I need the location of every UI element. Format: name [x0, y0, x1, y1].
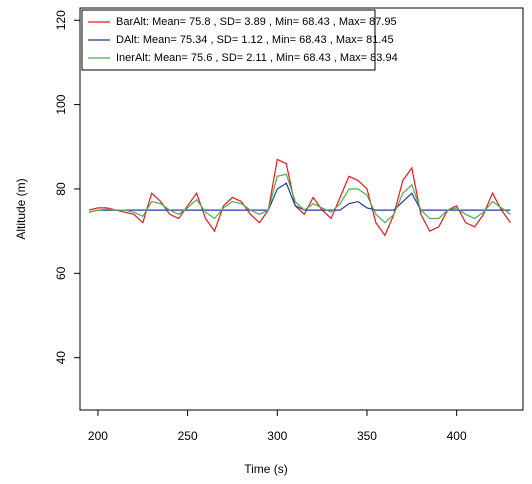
y-tick-label: 100	[54, 94, 68, 114]
plot-box	[79, 7, 524, 411]
x-axis-label: Time (s)	[244, 462, 288, 476]
legend-box	[81, 9, 376, 71]
y-axis-label: Altitude (m)	[14, 178, 28, 239]
legend-label: InerAlt: Mean= 75.6 , SD= 2.11 , Min= 68…	[116, 52, 398, 64]
y-tick-label: 120	[54, 10, 68, 30]
x-tick-label: 300	[267, 429, 287, 443]
x-tick-label: 350	[357, 429, 377, 443]
y-tick-label: 60	[54, 266, 68, 280]
y-tick-label: 40	[54, 351, 68, 365]
x-tick-label: 400	[447, 429, 467, 443]
y-tick-label: 80	[54, 182, 68, 196]
x-tick-label: 250	[178, 429, 198, 443]
series-line	[88, 158, 511, 237]
legend-label: BarAlt: Mean= 75.8 , SD= 3.89 , Min= 68.…	[116, 16, 397, 28]
series-line	[88, 182, 511, 213]
series-line	[88, 173, 511, 224]
x-tick-label: 200	[88, 429, 108, 443]
legend-label: DAlt: Mean= 75.34 , SD= 1.12 , Min= 68.4…	[116, 34, 394, 46]
